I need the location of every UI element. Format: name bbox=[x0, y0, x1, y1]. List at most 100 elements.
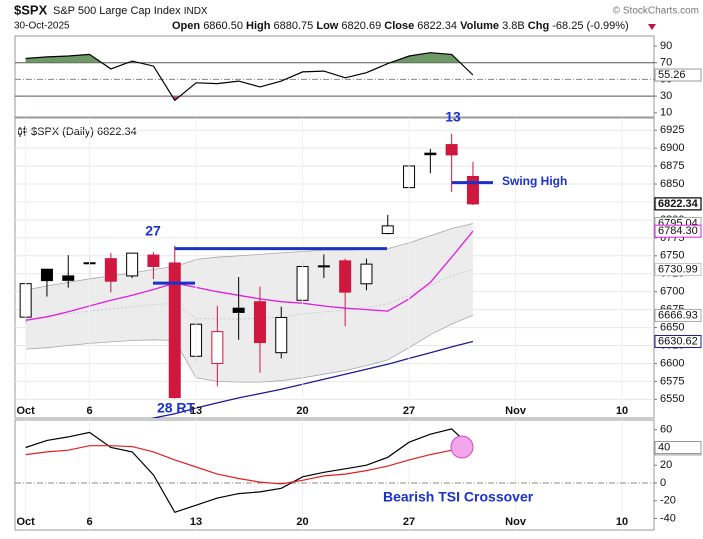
annotation: 27 bbox=[145, 223, 161, 239]
annotation: Swing High bbox=[502, 174, 567, 188]
value-box-label: 6666.93 bbox=[658, 309, 698, 321]
annotation: Bearish TSI Crossover bbox=[383, 489, 534, 505]
value-box-label: 6784.30 bbox=[658, 225, 698, 237]
x-tick-label: 6 bbox=[86, 516, 92, 528]
overlay-line bbox=[25, 223, 473, 291]
source: © StockCharts.com bbox=[613, 6, 699, 17]
y-tick-label: 6550 bbox=[660, 393, 684, 405]
stat-label: High bbox=[246, 20, 271, 32]
candle-body bbox=[275, 317, 288, 354]
crossover-marker bbox=[450, 435, 474, 459]
y-tick-label: -20 bbox=[660, 495, 676, 507]
x-tick-label: 20 bbox=[296, 516, 308, 528]
y-tick-label: 6750 bbox=[660, 250, 684, 262]
candle-body bbox=[104, 258, 117, 282]
value-box-label: 6630.62 bbox=[658, 335, 698, 347]
tsi-lines bbox=[25, 445, 473, 485]
stats: Open 6860.50 High 6880.75 Low 6820.69 Cl… bbox=[172, 20, 629, 32]
y-tick-label: 6700 bbox=[660, 286, 684, 298]
stat-value: 6822.34 bbox=[417, 20, 457, 32]
stat-label: Chg bbox=[528, 20, 549, 32]
tsi-lines bbox=[25, 428, 474, 514]
x-tick-label: Nov bbox=[505, 516, 527, 528]
candle-body bbox=[381, 225, 394, 235]
stat-label: Open bbox=[172, 20, 200, 32]
value-box bbox=[654, 224, 702, 238]
candle-body bbox=[317, 265, 330, 268]
stat-value: 3.8B bbox=[502, 20, 525, 32]
x-tick-label: Nov bbox=[505, 405, 527, 417]
y-tick-label: 90 bbox=[660, 40, 672, 52]
down-arrow bbox=[648, 24, 656, 30]
y-tick-label: 0 bbox=[660, 477, 666, 489]
candle-body bbox=[339, 260, 352, 293]
annotation: 28 RT bbox=[157, 400, 196, 416]
price-frame bbox=[14, 117, 655, 419]
price-title: $SPX (Daily) 6822.34 bbox=[31, 126, 137, 138]
candle-body bbox=[360, 263, 373, 285]
x-tick-label: 27 bbox=[403, 516, 415, 528]
overlay-line bbox=[25, 315, 474, 383]
y-tick-label: 60 bbox=[660, 424, 672, 436]
y-tick-label: 20 bbox=[660, 459, 672, 471]
candle-body bbox=[253, 301, 266, 344]
line bbox=[25, 428, 474, 514]
stat-label: Volume bbox=[460, 20, 499, 32]
y-tick-label: 6575 bbox=[660, 375, 684, 387]
value-box-label: 6822.34 bbox=[658, 198, 699, 210]
stat-value: 6820.69 bbox=[341, 20, 381, 32]
value-box-label: 40 bbox=[658, 441, 670, 453]
y-tick-label: 6925 bbox=[660, 124, 684, 136]
x-tick-label: 20 bbox=[296, 405, 308, 417]
candle-body bbox=[424, 152, 437, 156]
line bbox=[25, 52, 474, 102]
index-name-text: S&P 500 Large Cap Index bbox=[53, 5, 181, 17]
value-box-label: 55.26 bbox=[658, 69, 686, 81]
rsi-frame bbox=[14, 35, 655, 118]
candle-body bbox=[40, 268, 53, 282]
candle-body bbox=[62, 275, 75, 281]
y-tick-label: 6850 bbox=[660, 178, 684, 190]
y-tick-label: 30 bbox=[660, 90, 672, 102]
stat-label: Low bbox=[316, 20, 338, 32]
value-box bbox=[654, 68, 702, 82]
value-box bbox=[654, 441, 702, 454]
x-tick-label: Oct bbox=[16, 405, 35, 417]
y-tick-label: 70 bbox=[660, 57, 672, 69]
x-tick-label: 13 bbox=[190, 405, 202, 417]
stat-value: 6860.50 bbox=[203, 20, 243, 32]
value-box-label: 6730.99 bbox=[658, 263, 698, 275]
candle-body bbox=[211, 331, 224, 364]
value-box bbox=[654, 197, 702, 211]
annotation: 13 bbox=[445, 109, 461, 125]
x-tick-label: 6 bbox=[86, 405, 92, 417]
price-plot bbox=[15, 129, 654, 418]
overlay-line bbox=[25, 230, 474, 322]
x-tick-label: 13 bbox=[190, 516, 202, 528]
candle-body bbox=[232, 307, 245, 313]
x-tick-label: 27 bbox=[403, 405, 415, 417]
candle-body bbox=[466, 175, 479, 205]
y-tick-label: 6900 bbox=[660, 142, 684, 154]
band-fill bbox=[25, 223, 473, 383]
candle-body bbox=[147, 254, 160, 267]
x-tick-label: 10 bbox=[616, 405, 628, 417]
date: 30-Oct-2025 bbox=[14, 21, 70, 32]
value-box bbox=[654, 262, 702, 276]
x-tick-label: 10 bbox=[616, 516, 628, 528]
symbol: $SPX bbox=[14, 2, 48, 17]
candle-body bbox=[168, 262, 181, 399]
tsi-frame bbox=[14, 419, 655, 531]
y-tick-label: 6875 bbox=[660, 160, 684, 172]
value-box bbox=[654, 308, 702, 322]
overlay-line bbox=[150, 340, 474, 418]
exchange: INDX bbox=[184, 6, 208, 17]
y-tick-label: 6600 bbox=[660, 357, 684, 369]
stat-value: -68.25 (-0.99%) bbox=[552, 20, 628, 32]
value-box bbox=[654, 334, 702, 348]
candle-body bbox=[445, 144, 458, 156]
y-tick-label: 10 bbox=[660, 107, 672, 119]
overbought-fill bbox=[25, 52, 473, 63]
